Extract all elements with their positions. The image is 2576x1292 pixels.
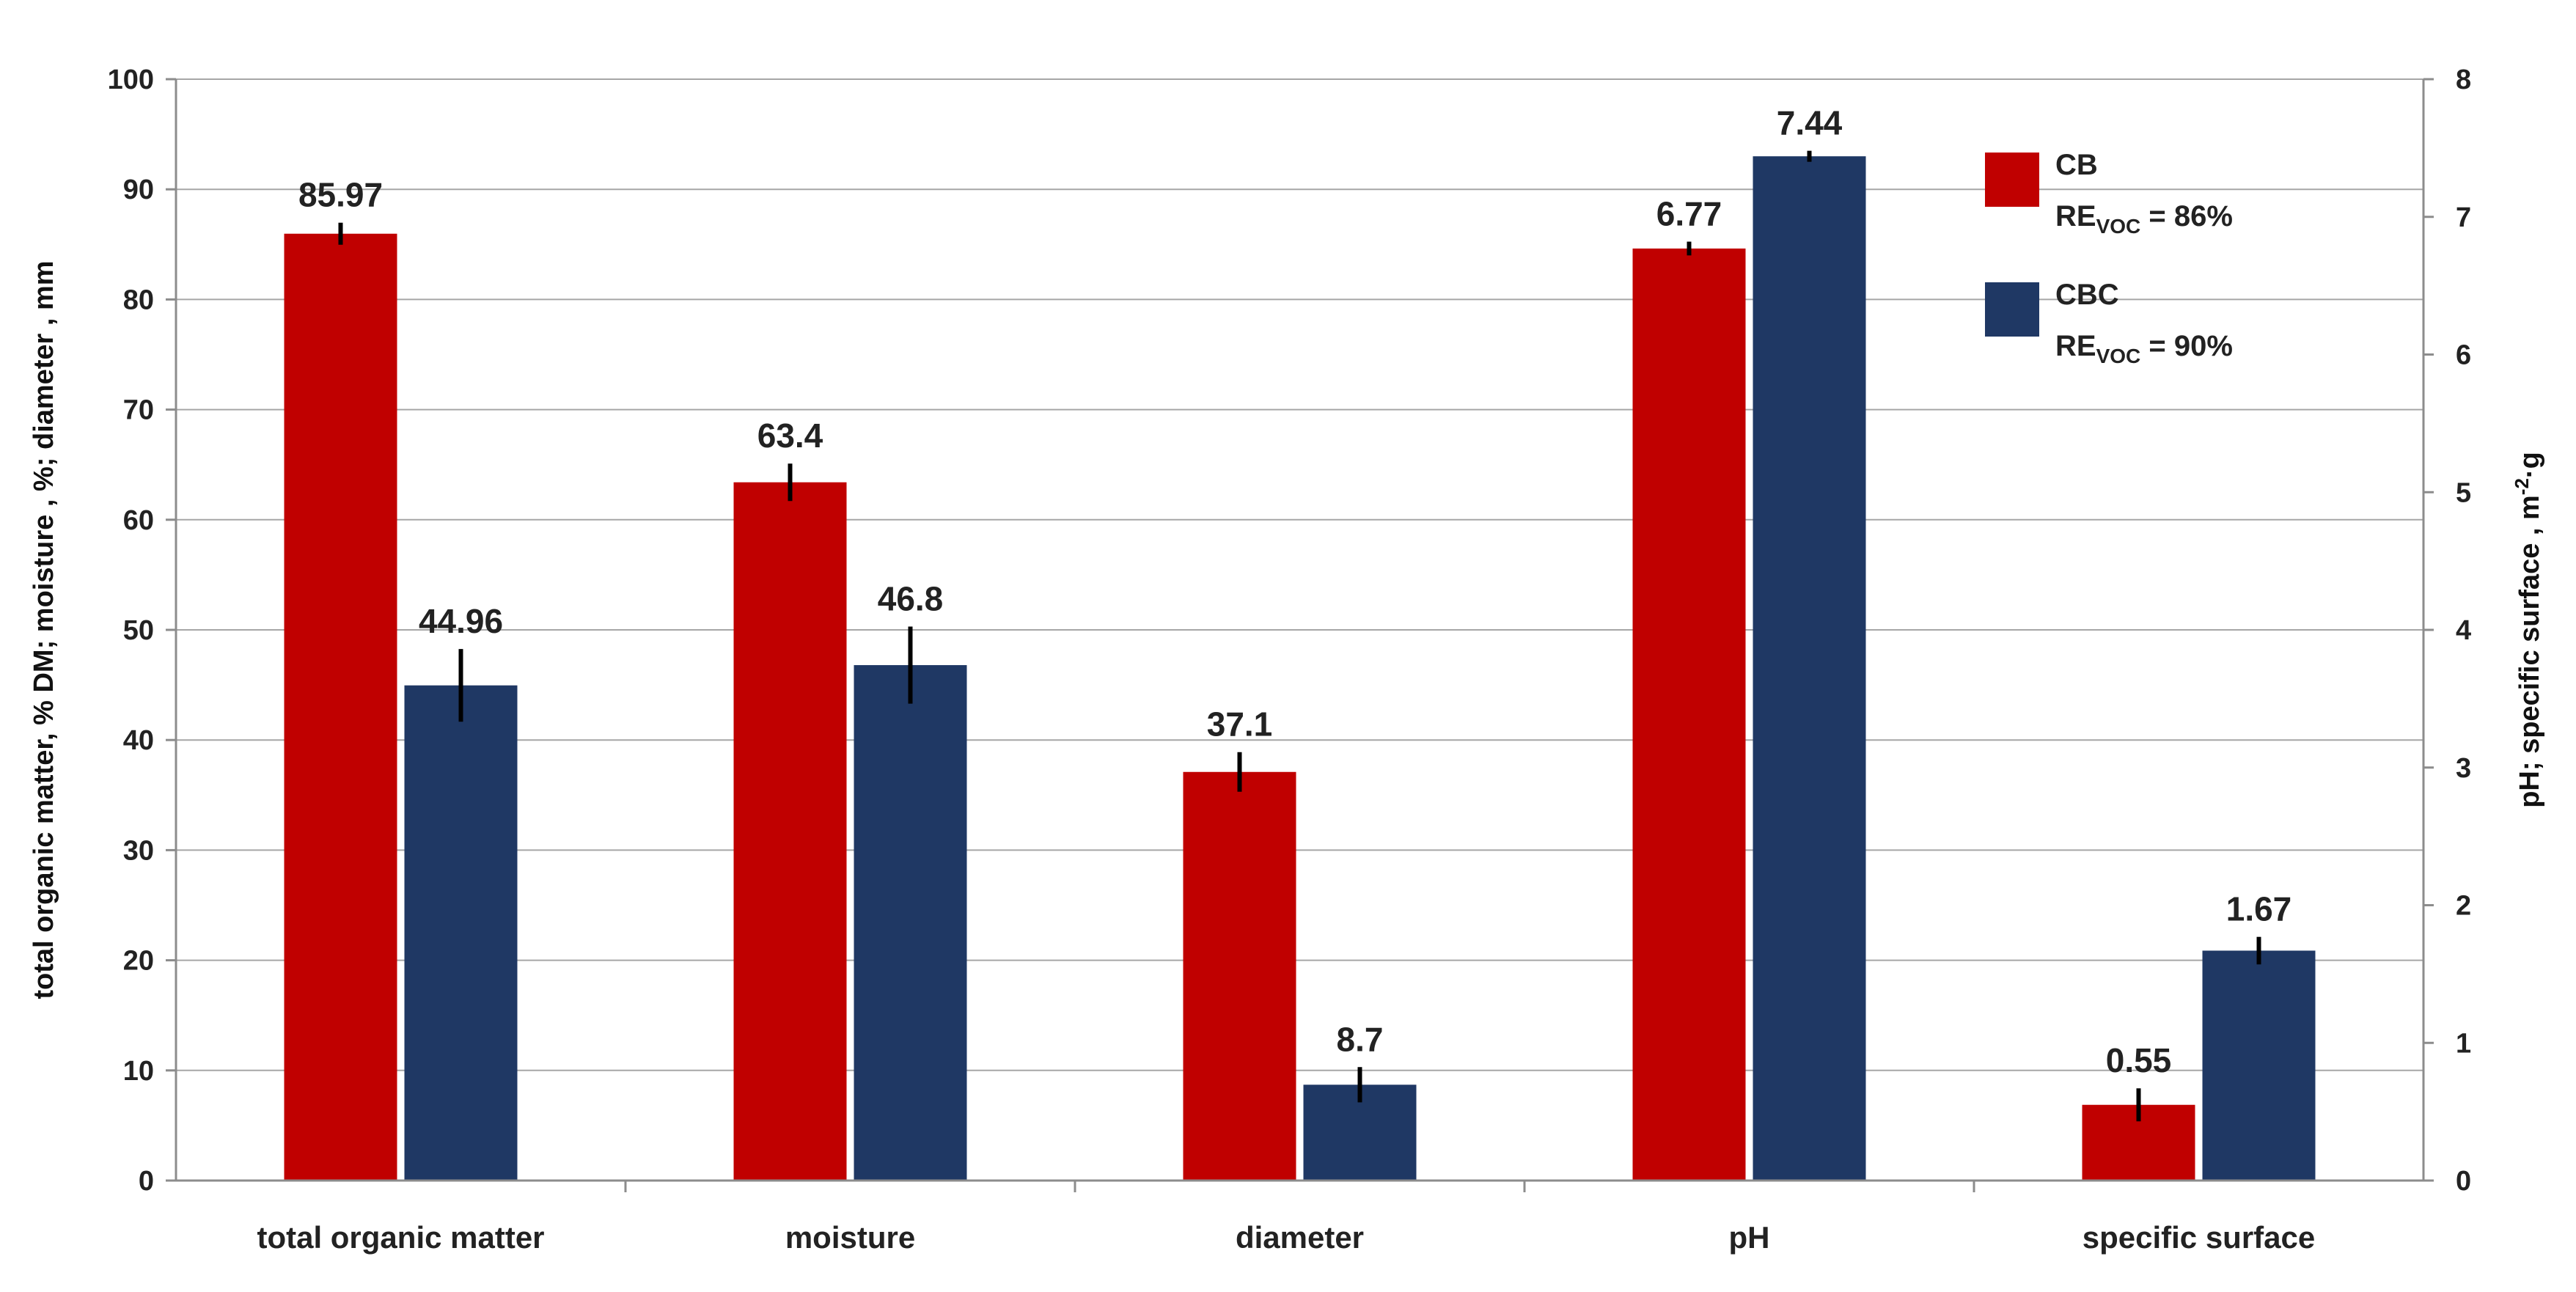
data-label: 63.4 [757,416,823,455]
bar-cb [733,482,847,1181]
left-tick-label: 90 [123,175,154,205]
legend-label-cb: CB [2055,149,2098,181]
right-tick-label: 3 [2456,753,2471,784]
right-tick-label: 8 [2456,65,2471,95]
bar-cbc [1753,156,1866,1181]
axes: 0 10 20 30 40 50 60 70 80 90 100 0 1 2 3 4 5 6 7 8 [108,65,2472,1197]
right-tick-label: 2 [2456,891,2471,922]
category-label: total organic matter [257,1220,544,1255]
category-label: specific surface [2083,1220,2316,1255]
bar-cbc [2202,950,2316,1181]
legend-swatch-cb [1985,153,2039,207]
legend-swatch-cbc [1985,282,2039,337]
data-label: 8.7 [1337,1020,1384,1058]
right-tick-label: 5 [2456,477,2471,508]
right-tick-label: 1 [2456,1028,2471,1059]
bar-cb [284,233,397,1181]
data-label: 46.8 [878,579,944,617]
left-tick-label: 80 [123,285,154,315]
bar-cb [1632,248,1746,1181]
bar-cbc [404,685,518,1181]
left-tick-label: 50 [123,615,154,646]
right-axis-title: pH; specific surface , m-2·g [2511,452,2545,808]
data-label: 1.67 [2226,890,2292,928]
data-label: 85.97 [298,176,383,214]
left-tick-label: 30 [123,835,154,866]
left-tick-label: 40 [123,725,154,756]
legend-label-cbc: CBC [2055,279,2119,311]
left-axis-title: total organic matter, % DM; moisture , %… [29,260,59,999]
category-label: diameter [1236,1220,1364,1255]
category-label: pH [1729,1220,1770,1255]
legend-note-cb: REVOC = 86% [2055,200,2233,238]
bar-cbc [854,665,967,1181]
right-tick-label: 7 [2456,202,2471,233]
data-label: 0.55 [2106,1041,2172,1079]
left-tick-label: 20 [123,946,154,977]
gridlines [176,78,2423,1181]
right-tick-label: 6 [2456,340,2471,371]
labels: total organic matter85.9744.96moisture63… [29,104,2545,1255]
left-tick-label: 0 [139,1166,154,1197]
data-label: 37.1 [1207,705,1273,744]
bars [284,150,2316,1181]
left-tick-label: 60 [123,505,154,536]
left-tick-label: 70 [123,395,154,426]
legend: CB REVOC = 86% CBC REVOC = 90% [1985,149,2233,367]
bar-cb [1183,771,1296,1181]
left-tick-label: 100 [108,65,154,95]
category-label: moisture [785,1220,915,1255]
data-label: 7.44 [1777,104,1843,142]
legend-note-cbc: REVOC = 90% [2055,330,2233,367]
right-tick-label: 4 [2456,615,2471,646]
right-tick-label: 0 [2456,1166,2471,1197]
data-label: 6.77 [1656,195,1722,233]
left-tick-label: 10 [123,1056,154,1087]
data-label: 44.96 [419,602,503,640]
